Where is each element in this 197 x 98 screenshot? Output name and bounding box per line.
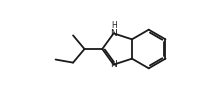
Text: N: N — [110, 60, 117, 69]
Text: H: H — [111, 20, 116, 29]
Text: N: N — [110, 29, 117, 38]
